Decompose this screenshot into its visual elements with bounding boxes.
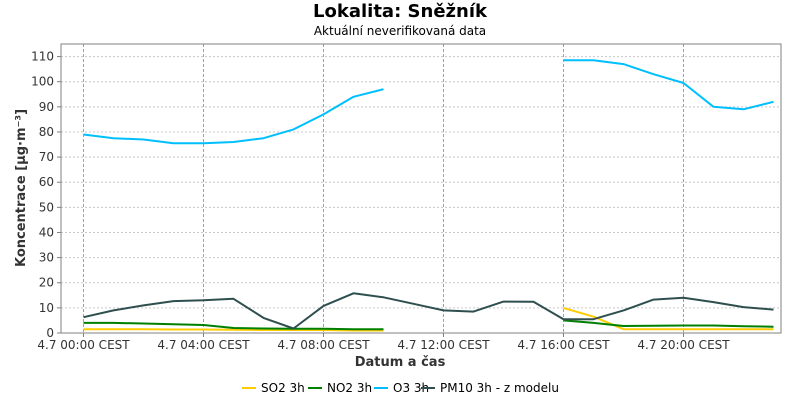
- y-tick-label: 110: [31, 50, 54, 64]
- grid: [61, 44, 781, 334]
- x-axis: 4.7 00:00 CEST 4.7 04:00 CEST 4.7 08:00 CE…: [37, 333, 730, 352]
- x-tick-label: 4.7 20:00 CEST: [637, 338, 730, 352]
- x-tick-label: 4.7 08:00 CEST: [277, 338, 370, 352]
- chart-subtitle: Aktuální neverifikovaná data: [314, 24, 486, 38]
- legend: SO2 3h NO2 3h O3 3h PM10 3h - z modelu: [242, 381, 559, 395]
- x-tick-label: 4.7 16:00 CEST: [517, 338, 610, 352]
- series-group: [83, 59, 774, 332]
- y-tick-label: 30: [39, 251, 54, 265]
- y-axis: 0 10 20 30 40 50 60 70 80 90 100 110: [31, 50, 61, 340]
- x-tick-label: 4.7 04:00 CEST: [157, 338, 250, 352]
- legend-item-label: PM10 3h - z modelu: [440, 381, 559, 395]
- series-line-3: [83, 292, 774, 330]
- y-tick-label: 100: [31, 75, 54, 89]
- y-tick-label: 90: [39, 100, 54, 114]
- plot-border: [60, 43, 782, 334]
- y-tick-label: 40: [39, 225, 54, 239]
- y-axis-label: Koncentrace [µg·m⁻³]: [14, 109, 29, 267]
- series-line-0: [83, 306, 774, 332]
- x-axis-label: Datum a čas: [355, 355, 446, 370]
- y-tick-label: 60: [39, 175, 54, 189]
- y-tick-label: 10: [39, 301, 54, 315]
- legend-item-label: SO2 3h: [261, 381, 305, 395]
- y-tick-label: 50: [39, 200, 54, 214]
- series-line-1: [83, 319, 774, 331]
- x-tick-label: 4.7 00:00 CEST: [37, 338, 130, 352]
- series-line-2: [83, 59, 774, 145]
- x-tick-label: 4.7 12:00 CEST: [397, 338, 490, 352]
- legend-item-label: NO2 3h: [327, 381, 372, 395]
- y-tick-label: 0: [46, 326, 54, 340]
- y-tick-label: 70: [39, 150, 54, 164]
- chart-title: Lokalita: Sněžník: [313, 1, 488, 22]
- y-tick-label: 20: [39, 276, 54, 290]
- plot-area: [61, 44, 781, 333]
- y-tick-label: 80: [39, 125, 54, 139]
- legend-item-label: O3 3h: [393, 381, 429, 395]
